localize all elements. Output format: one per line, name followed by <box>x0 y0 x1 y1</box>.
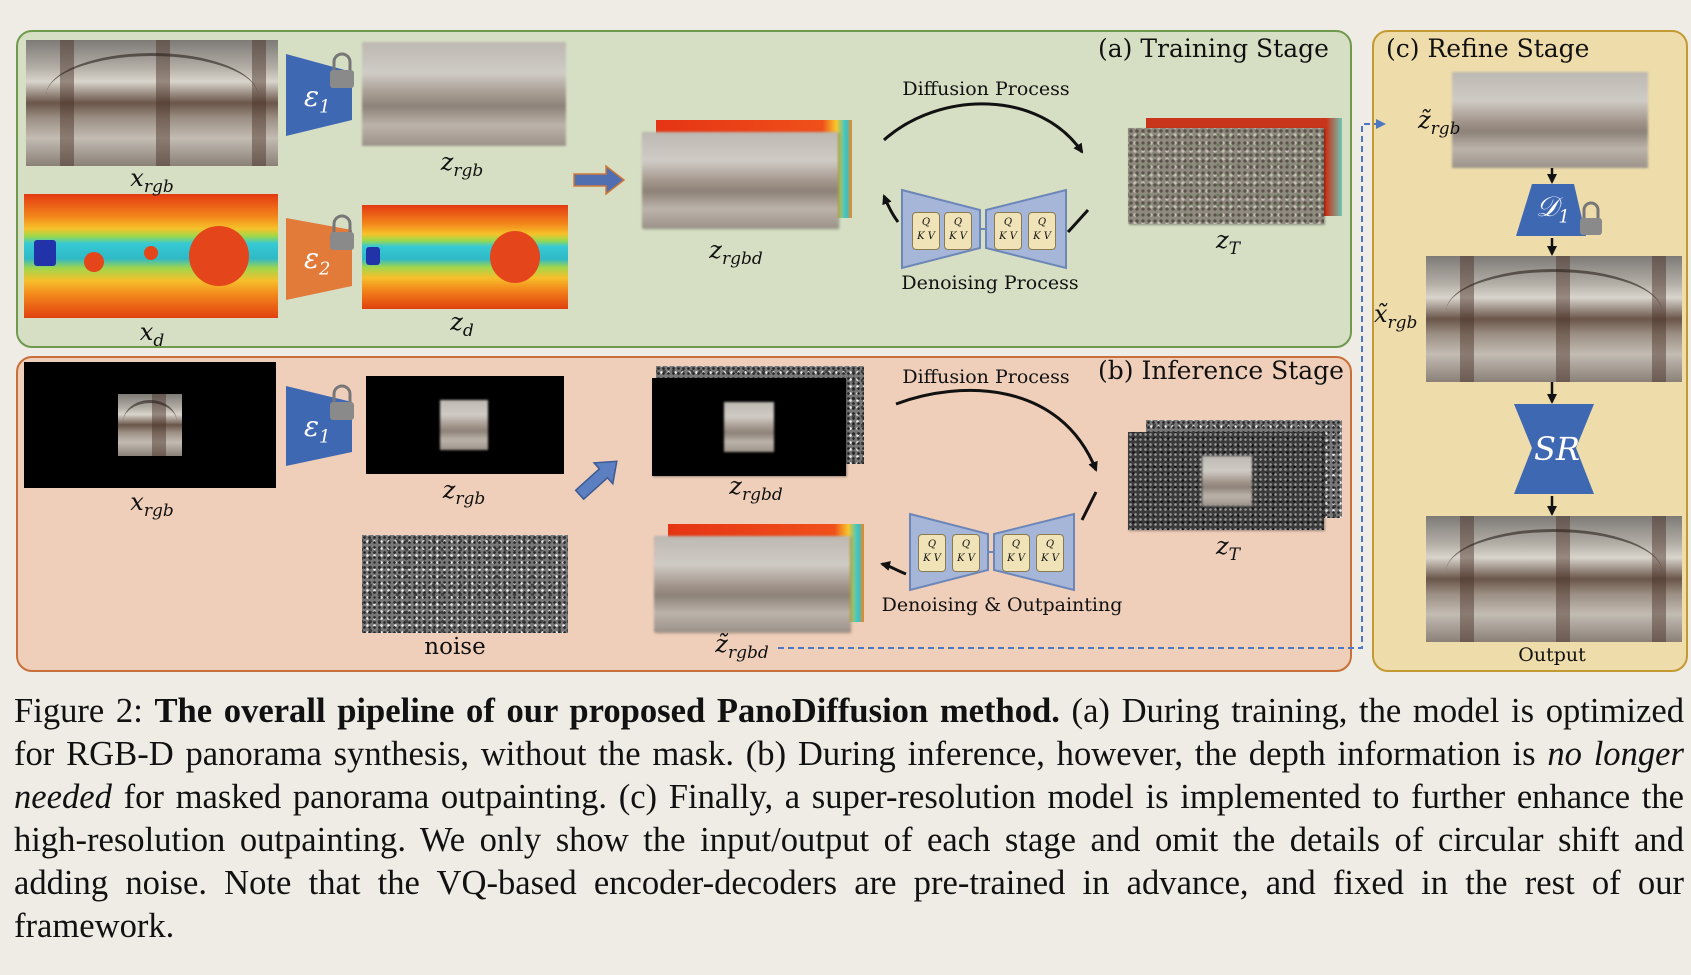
refine-x-tilde-rgb-label: x̃rgb <box>1374 300 1418 333</box>
block-arrow-icon <box>573 164 626 196</box>
encoder-e1-inference-label: ε1 <box>304 410 331 448</box>
inference-rgbd-latent <box>652 378 846 476</box>
super-resolution-label: SR <box>1534 430 1581 468</box>
inference-masked-latent <box>366 376 564 474</box>
caption-part1: (a) During training, the model is optimi… <box>14 692 1684 773</box>
refine-decoded-panorama <box>1426 256 1682 382</box>
training-z-t-label: zT <box>1216 226 1240 259</box>
depth-blob <box>144 246 158 260</box>
inference-noise-image <box>362 535 568 633</box>
output-label: Output <box>1518 644 1586 666</box>
denoising-arrow <box>880 561 907 576</box>
training-rgb-panorama <box>26 40 278 166</box>
visible-crop <box>118 394 182 456</box>
encoder-e1-training-label: ε1 <box>304 80 331 118</box>
caption-bold: The overall pipeline of our proposed Pan… <box>154 692 1060 730</box>
inference-denoising-label: Denoising & Outpainting <box>881 594 1123 616</box>
training-diffusion-label: Diffusion Process <box>902 78 1070 100</box>
depth-blob <box>189 226 249 286</box>
training-x-rgb-label: xrgb <box>130 164 174 197</box>
training-denoising-label: Denoising Process <box>901 272 1079 294</box>
depth-blob <box>490 231 540 283</box>
super-resolution-block <box>1514 404 1594 494</box>
figure-caption: Figure 2: The overall pipeline of our pr… <box>14 690 1684 948</box>
denoising-arrow-tail <box>1066 208 1090 234</box>
training-z-rgb-label: zrgb <box>440 148 484 181</box>
training-x-d-label: xd <box>139 318 165 351</box>
inference-z-tilde-rgbd-label: z̃rgbd <box>715 630 769 663</box>
caption-italic: no longer needed <box>14 735 1684 816</box>
refine-latent-input <box>1452 72 1648 168</box>
visible-crop-latent <box>440 400 488 450</box>
training-depth-map <box>24 194 278 318</box>
diagram-overlay <box>286 52 1602 649</box>
inference-output-latent <box>654 536 850 632</box>
training-z-d-label: zd <box>450 308 474 341</box>
refine-stage-title: (c) Refine Stage <box>1386 34 1590 63</box>
training-z-rgbd-label: zrgbd <box>709 236 763 269</box>
inference-z-rgbd-label: zrgbd <box>729 472 783 505</box>
caption-part2: for masked panorama outpainting. (c) Fin… <box>14 778 1684 945</box>
refine-output-panorama <box>1426 516 1682 642</box>
denoising-arrow <box>882 194 900 223</box>
lock-icon <box>1580 201 1602 235</box>
training-rgb-latent <box>362 42 566 146</box>
lock-icon <box>330 214 354 250</box>
inference-z-rgb-label: zrgb <box>442 476 486 509</box>
depth-blob <box>34 240 56 266</box>
inference-diffusion-label: Diffusion Process <box>902 366 1070 388</box>
encoder-e2-label: ε2 <box>304 242 331 280</box>
dashed-connector-arrow <box>778 119 1386 649</box>
lock-icon <box>330 384 354 420</box>
inference-x-rgb-label: xrgb <box>130 488 174 521</box>
decoder-d1-label: 𝒟1 <box>1536 190 1570 228</box>
inference-masked-panorama <box>24 362 276 488</box>
inference-z-t-label: zT <box>1216 532 1240 565</box>
denoising-arrow-tail <box>1080 491 1098 521</box>
inference-noisy-latent <box>1128 432 1324 530</box>
depth-blob <box>366 247 380 265</box>
depth-blob <box>84 252 104 272</box>
caption-prefix: Figure 2: <box>14 692 155 730</box>
refine-z-tilde-rgb-label: z̃rgb <box>1418 106 1461 139</box>
diffusion-arrow <box>883 102 1084 154</box>
noise-label: noise <box>424 634 486 660</box>
inference-stage-title: (b) Inference Stage <box>1098 356 1344 385</box>
training-rgbd-latent <box>642 132 838 228</box>
visible-crop-latent <box>724 402 774 452</box>
visible-crop-latent <box>1202 456 1252 506</box>
training-depth-latent <box>362 205 568 309</box>
training-noisy-latent <box>1128 128 1324 224</box>
decoder-d1 <box>1516 184 1586 236</box>
diffusion-arrow <box>895 388 1098 472</box>
lock-icon <box>330 52 354 88</box>
block-arrow-icon <box>574 460 618 501</box>
training-stage-title: (a) Training Stage <box>1098 34 1329 63</box>
